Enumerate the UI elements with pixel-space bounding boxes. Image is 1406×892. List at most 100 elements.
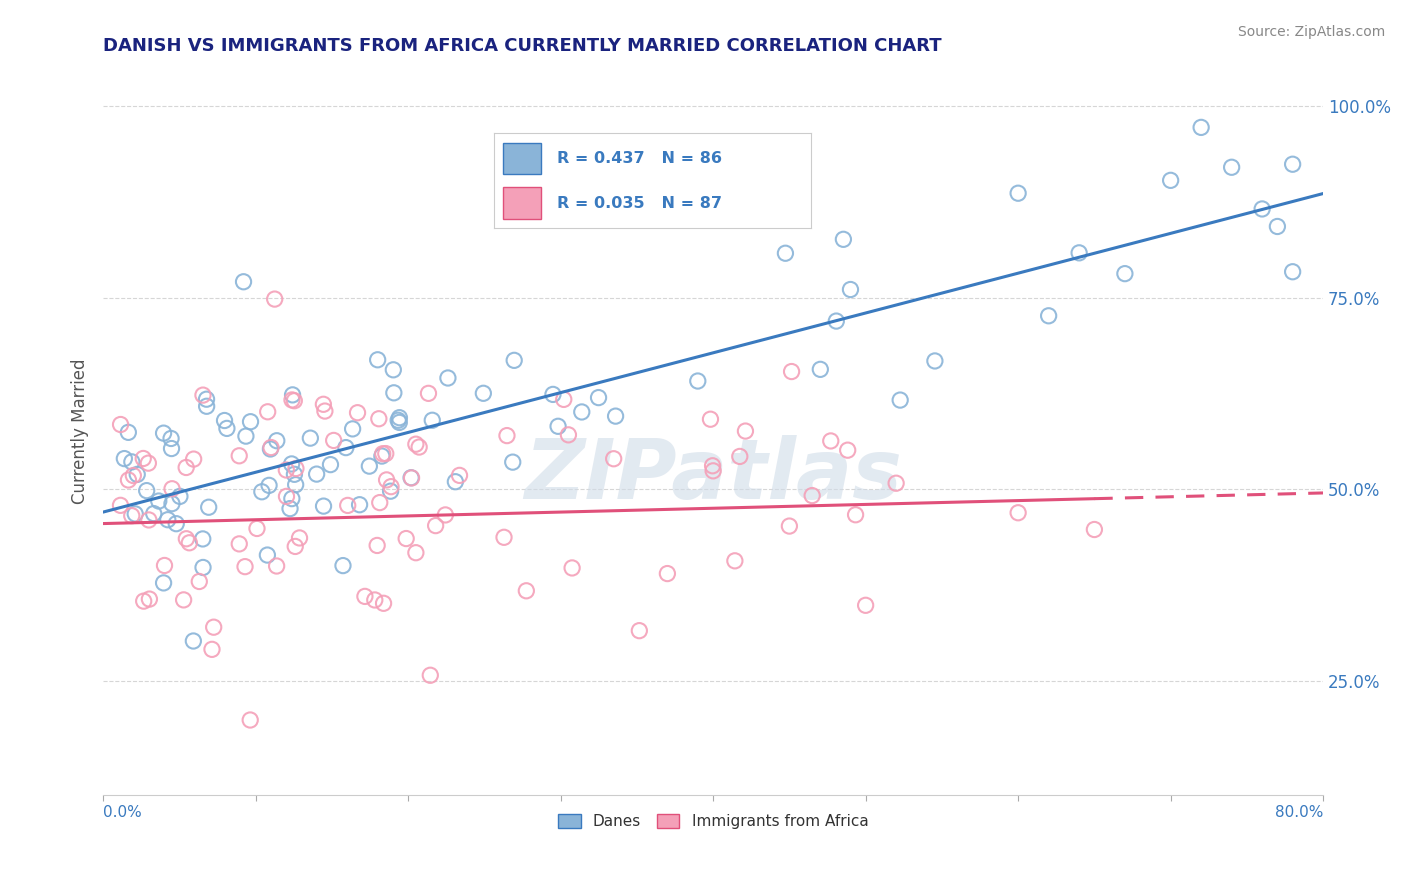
Point [284,540,307,554]
Point [605,409,627,424]
Point [1281,265,1303,279]
Point [160,442,183,456]
Point [121,455,143,469]
Point [336,499,359,513]
Point [156,513,179,527]
Point [889,393,911,408]
Point [122,468,145,483]
Point [571,405,593,419]
Point [169,489,191,503]
Point [434,508,457,522]
Point [121,508,143,523]
Point [724,554,747,568]
Text: 80.0%: 80.0% [1275,805,1323,821]
Point [266,559,288,574]
Point [855,599,877,613]
Point [138,456,160,470]
Point [444,475,467,489]
Point [380,484,402,499]
Point [371,447,394,461]
Point [832,232,855,246]
Point [160,432,183,446]
Point [132,451,155,466]
Point [1069,245,1091,260]
Point [342,422,364,436]
Point [780,365,803,379]
Point [197,500,219,515]
Point [425,518,447,533]
Point [127,467,149,482]
Point [153,558,176,573]
Point [232,275,254,289]
Point [263,292,285,306]
Point [1251,202,1274,216]
Point [371,449,394,463]
Point [256,548,278,562]
Point [284,477,307,491]
Point [492,530,515,544]
Point [367,352,389,367]
Point [319,458,342,472]
Point [260,441,283,455]
Point [702,458,724,473]
Point [364,593,387,607]
Point [322,434,344,448]
Point [502,455,524,469]
Point [395,532,418,546]
Point [924,354,946,368]
Point [276,463,298,477]
Point [138,592,160,607]
Point [183,452,205,467]
Point [388,416,411,430]
Point [173,593,195,607]
Point [160,497,183,511]
Point [702,464,724,478]
Point [152,575,174,590]
Point [405,437,427,451]
Point [117,425,139,440]
Point [278,501,301,516]
Point [188,574,211,589]
Point [734,424,756,438]
Point [165,516,187,531]
Point [825,314,848,328]
Point [503,353,526,368]
Point [284,461,307,475]
Point [845,508,868,522]
Point [628,624,651,638]
Point [257,478,280,492]
Point [1007,506,1029,520]
Point [160,482,183,496]
Point [837,443,859,458]
Point [368,495,391,509]
Point [561,561,583,575]
Point [233,559,256,574]
Point [239,415,262,429]
Point [281,392,304,407]
Point [405,546,427,560]
Point [686,374,709,388]
Point [195,392,218,407]
Point [202,620,225,634]
Point [283,393,305,408]
Point [332,558,354,573]
Point [191,532,214,546]
Point [401,471,423,485]
Point [112,451,135,466]
Point [135,483,157,498]
Point [515,583,537,598]
Point [110,499,132,513]
Point [366,538,388,552]
Point [195,399,218,413]
Point [314,404,336,418]
Legend: Danes, Immigrants from Africa: Danes, Immigrants from Africa [551,808,875,835]
Point [382,385,405,400]
Point [801,489,824,503]
Point [1160,173,1182,187]
Point [288,531,311,545]
Point [201,642,224,657]
Point [699,412,721,426]
Point [375,473,398,487]
Point [179,535,201,549]
Point [256,405,278,419]
